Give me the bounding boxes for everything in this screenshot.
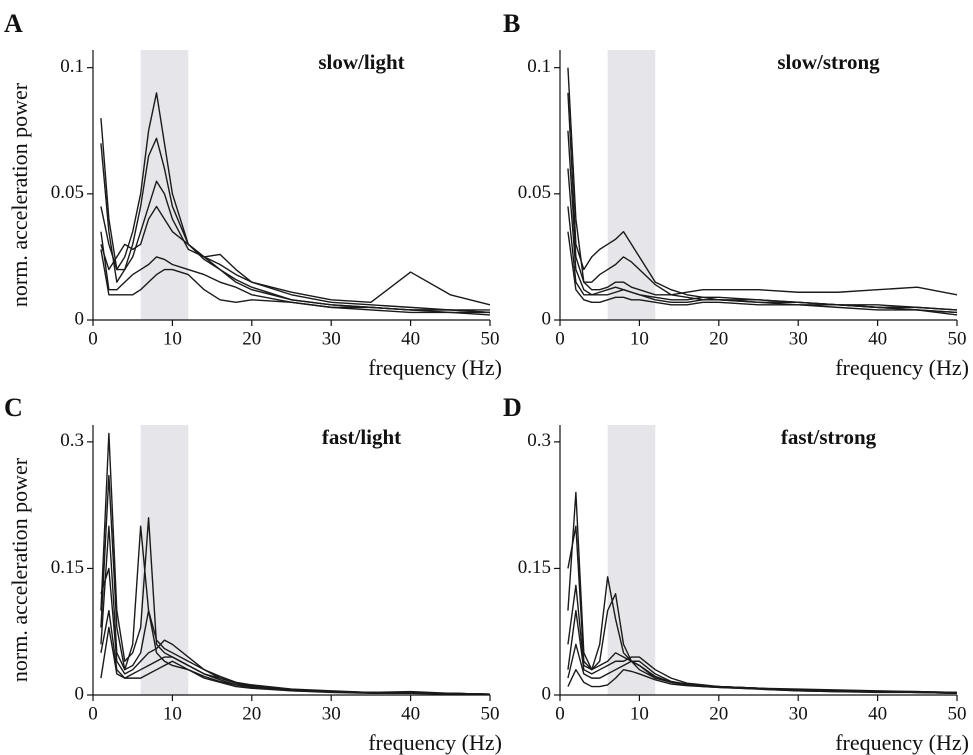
spectrum-line: [567, 67, 958, 296]
x-tick-label: 40: [401, 703, 420, 724]
x-tick-label: 20: [709, 328, 728, 349]
spectrum-line: [100, 249, 491, 316]
spectrum-line: [567, 206, 958, 314]
x-tick-label: 20: [709, 703, 728, 724]
y-tick-label: 0.15: [518, 557, 551, 578]
x-tick-label: 0: [88, 703, 98, 724]
x-tick-label: 10: [630, 703, 649, 724]
x-tick-label: 0: [555, 703, 565, 724]
x-tick-label: 0: [555, 328, 565, 349]
x-tick-label: 10: [630, 328, 649, 349]
x-tick-label: 50: [948, 703, 967, 724]
x-axis-label: frequency (Hz): [835, 355, 969, 380]
y-axis-label: norm. acceleration power: [7, 457, 32, 682]
panel: 0 0.15 0.3 0 10 20 30 40 50 frequency (Hz) Dfast/s…: [503, 393, 969, 755]
y-tick-label: 0.05: [518, 182, 551, 203]
spectrum-line: [100, 180, 491, 314]
x-tick-label: 30: [789, 328, 808, 349]
panel-label: C: [4, 393, 23, 422]
panel-label: A: [4, 9, 23, 38]
x-tick-label: 50: [481, 703, 500, 724]
x-tick-label: 50: [948, 328, 967, 349]
x-tick-label: 20: [242, 703, 261, 724]
y-axis-label: norm. acceleration power: [7, 82, 32, 307]
x-tick-label: 40: [401, 328, 420, 349]
x-tick-label: 30: [322, 328, 341, 349]
spectrum-line: [567, 668, 958, 695]
y-tick-label: 0: [542, 683, 552, 704]
panel-title: fast/light: [322, 425, 401, 449]
spectrum-line: [100, 626, 490, 695]
spectrum-line: [100, 205, 490, 311]
x-tick-label: 0: [88, 328, 98, 349]
y-tick-label: 0.1: [60, 56, 84, 77]
shaded-band: [607, 425, 656, 695]
x-tick-label: 50: [481, 328, 500, 349]
panel-label: B: [503, 9, 520, 38]
shaded-band: [607, 50, 656, 320]
x-tick-label: 40: [868, 328, 887, 349]
x-tick-label: 10: [163, 328, 182, 349]
shaded-band: [140, 50, 189, 320]
y-tick-label: 0.3: [527, 430, 551, 451]
panel: 0 0.05 0.1 0 10 20 30 40 50 frequency (Hz) norm. a…: [4, 9, 502, 380]
x-tick-label: 30: [322, 703, 341, 724]
y-tick-label: 0: [75, 308, 85, 329]
x-tick-label: 40: [868, 703, 887, 724]
x-tick-label: 20: [242, 328, 261, 349]
panel-title: slow/light: [318, 50, 404, 74]
spectrum-line: [567, 130, 958, 311]
panel: 0 0.05 0.1 0 10 20 30 40 50 frequency (Hz) Bslow/s…: [503, 9, 969, 380]
x-tick-label: 30: [789, 703, 808, 724]
x-axis-label: frequency (Hz): [368, 730, 502, 755]
y-tick-label: 0: [75, 683, 85, 704]
panel: 0 0.15 0.3 0 10 20 30 40 50 frequency (Hz) norm. a…: [4, 393, 502, 755]
y-tick-label: 0: [542, 308, 552, 329]
spectrum-line: [567, 231, 958, 316]
x-axis-label: frequency (Hz): [368, 355, 502, 380]
spectrum-line: [100, 231, 490, 314]
panel-title: slow/strong: [777, 50, 880, 74]
y-tick-label: 0.3: [60, 430, 84, 451]
spectrum-line: [567, 609, 958, 695]
panel-title: fast/strong: [781, 425, 877, 449]
x-axis-label: frequency (Hz): [835, 730, 969, 755]
x-tick-label: 10: [163, 703, 182, 724]
y-tick-label: 0.1: [527, 56, 551, 77]
y-tick-label: 0.15: [51, 557, 84, 578]
y-tick-label: 0.05: [51, 182, 84, 203]
panel-label: D: [503, 393, 522, 422]
